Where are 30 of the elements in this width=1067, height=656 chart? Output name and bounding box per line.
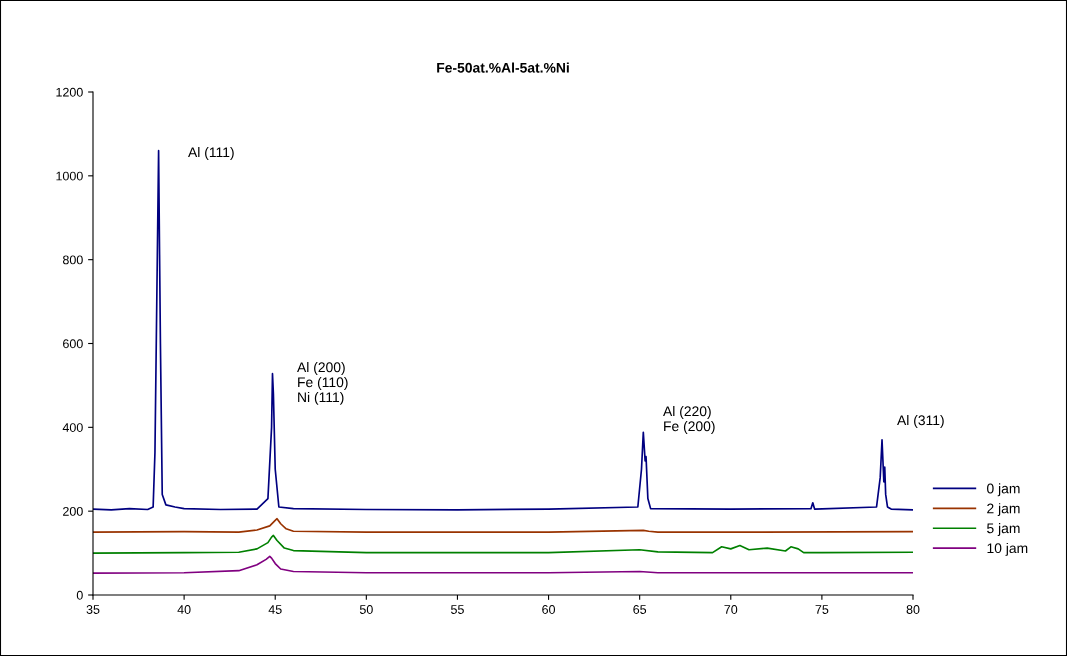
x-tick-label: 65 <box>633 605 647 614</box>
x-tick-label: 70 <box>724 605 738 614</box>
x-tick-label: 40 <box>177 605 191 614</box>
y-tick-label: 400 <box>62 423 83 432</box>
legend-label: 5 jam <box>987 523 1020 536</box>
line-series <box>93 555 913 575</box>
annotation: Al (311) <box>897 415 944 428</box>
line-series <box>93 517 913 533</box>
line-series <box>93 534 913 554</box>
legend-label: 0 jam <box>987 483 1020 497</box>
annotation: Al (111) <box>188 147 234 160</box>
legend-label: 2 jam <box>987 503 1020 517</box>
y-tick-label: 600 <box>63 339 83 349</box>
annotation: Al (220) Fe (200) <box>663 406 715 434</box>
line-series <box>93 149 913 511</box>
y-tick-label: 0 <box>76 590 83 600</box>
legend-label: 10 jam <box>987 542 1028 556</box>
annotation: Al (200) Fe (110) Ni (111) <box>297 362 348 405</box>
x-tick-label: 50 <box>359 605 373 614</box>
x-tick-label: 80 <box>906 605 920 614</box>
y-tick-label: 1000 <box>56 171 83 181</box>
y-tick-label: 800 <box>62 255 83 265</box>
x-tick-label: 45 <box>268 605 282 614</box>
y-tick-label: 1200 <box>56 87 83 97</box>
x-tick-label: 35 <box>86 605 100 614</box>
x-tick-label: 60 <box>542 605 556 614</box>
chart-title: Fe-50at.%Al-5at.%Ni <box>437 62 569 73</box>
x-tick-label: 55 <box>450 605 464 614</box>
x-tick-label: 75 <box>815 605 829 614</box>
y-tick-label: 200 <box>63 506 83 516</box>
